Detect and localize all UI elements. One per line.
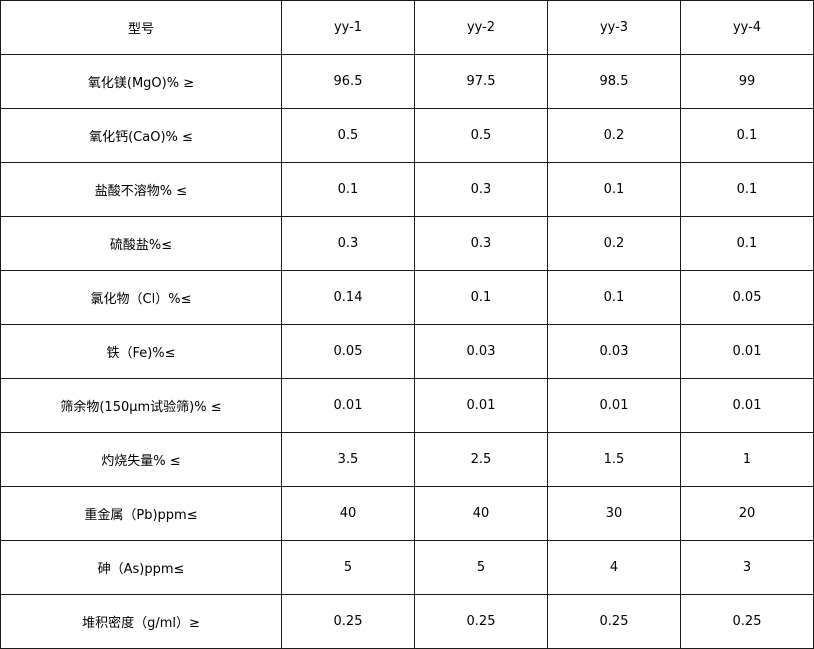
value-cell: 0.1	[680, 162, 814, 217]
value-cell: 1.5	[547, 432, 681, 487]
value-cell: 0.1	[680, 108, 814, 163]
header-row: 型号 yy-1 yy-2 yy-3 yy-4	[0, 0, 814, 55]
value-cell: 0.14	[281, 270, 415, 325]
item-name-cell: 氯化物（Cl）%≤	[0, 270, 282, 325]
item-name-cell: 灼烧失量% ≤	[0, 432, 282, 487]
table-row: 重金属（Pb)ppm≤ 40 40 30 20	[0, 486, 814, 541]
value-cell: 0.25	[281, 594, 415, 649]
table-row: 砷（As)ppm≤ 5 5 4 3	[0, 540, 814, 595]
value-cell: 0.05	[281, 324, 415, 379]
item-name-cell: 堆积密度（g/ml）≥	[0, 594, 282, 649]
value-cell: 0.2	[547, 108, 681, 163]
value-cell: 0.3	[281, 216, 415, 271]
header-cell: 型号	[0, 0, 282, 55]
item-name-cell: 重金属（Pb)ppm≤	[0, 486, 282, 541]
value-cell: 96.5	[281, 54, 415, 109]
header-cell: yy-3	[547, 0, 681, 55]
value-cell: 0.03	[547, 324, 681, 379]
table-row: 氧化钙(CaO)% ≤0.5 0.5 0.2 0.1	[0, 108, 814, 163]
value-cell: 5	[281, 540, 415, 595]
value-cell: 0.3	[414, 216, 548, 271]
value-cell: 0.01	[680, 324, 814, 379]
value-cell: 0.01	[547, 378, 681, 433]
value-cell: 0.05	[680, 270, 814, 325]
value-cell: 0.1	[547, 162, 681, 217]
table-row: 灼烧失量% ≤3.5 2.5 1.5 1	[0, 432, 814, 487]
table-row: 盐酸不溶物% ≤0.1 0.3 0.1 0.1	[0, 162, 814, 217]
value-cell: 2.5	[414, 432, 548, 487]
value-cell: 0.3	[414, 162, 548, 217]
value-cell: 3	[680, 540, 814, 595]
value-cell: 30	[547, 486, 681, 541]
value-cell: 4	[547, 540, 681, 595]
value-cell: 20	[680, 486, 814, 541]
table-row: 氯化物（Cl）%≤ 0.14 0.1 0.1 0.05	[0, 270, 814, 325]
item-name-cell: 砷（As)ppm≤	[0, 540, 282, 595]
value-cell: 0.1	[414, 270, 548, 325]
value-cell: 1	[680, 432, 814, 487]
value-cell: 0.25	[680, 594, 814, 649]
value-cell: 0.01	[281, 378, 415, 433]
table-row: 铁（Fe)%≤ 0.05 0.03 0.03 0.01	[0, 324, 814, 379]
item-name-cell: 氧化镁(MgO)% ≥	[0, 54, 282, 109]
value-cell: 97.5	[414, 54, 548, 109]
header-cell: yy-2	[414, 0, 548, 55]
item-name-cell: 铁（Fe)%≤	[0, 324, 282, 379]
value-cell: 98.5	[547, 54, 681, 109]
value-cell: 5	[414, 540, 548, 595]
table-row: 筛余物(150μm试验筛)% ≤0.01 0.01 0.01 0.01	[0, 378, 814, 433]
value-cell: 99	[680, 54, 814, 109]
header-cell: yy-1	[281, 0, 415, 55]
item-name-cell: 硫酸盐%≤	[0, 216, 282, 271]
value-cell: 0.1	[281, 162, 415, 217]
value-cell: 0.1	[680, 216, 814, 271]
value-cell: 0.25	[414, 594, 548, 649]
item-name-cell: 氧化钙(CaO)% ≤	[0, 108, 282, 163]
value-cell: 40	[281, 486, 415, 541]
value-cell: 0.5	[414, 108, 548, 163]
value-cell: 0.5	[281, 108, 415, 163]
value-cell: 40	[414, 486, 548, 541]
value-cell: 0.25	[547, 594, 681, 649]
item-name-cell: 盐酸不溶物% ≤	[0, 162, 282, 217]
value-cell: 0.03	[414, 324, 548, 379]
value-cell: 0.2	[547, 216, 681, 271]
value-cell: 0.01	[414, 378, 548, 433]
header-cell: yy-4	[680, 0, 814, 55]
value-cell: 0.01	[680, 378, 814, 433]
table-row: 堆积密度（g/ml）≥ 0.25 0.25 0.25 0.25	[0, 594, 814, 649]
value-cell: 3.5	[281, 432, 415, 487]
table-row: 氧化镁(MgO)% ≥96.5 97.5 98.5 99	[0, 54, 814, 109]
table-row: 硫酸盐%≤ 0.3 0.3 0.2 0.1	[0, 216, 814, 271]
value-cell: 0.1	[547, 270, 681, 325]
item-name-cell: 筛余物(150μm试验筛)% ≤	[0, 378, 282, 433]
